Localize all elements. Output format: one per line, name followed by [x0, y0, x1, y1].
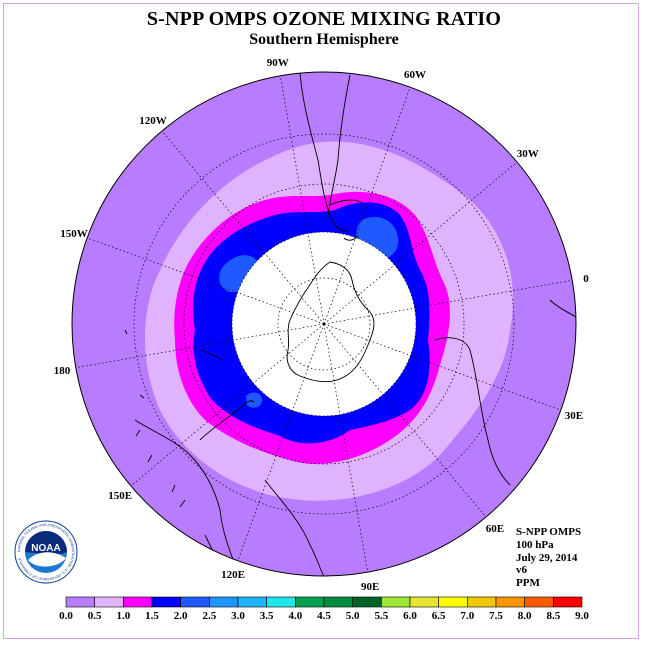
longitude-labels: 0 30E 60E 90E 120E 150E 180 150W 120W 90W 60W 30W [54, 57, 589, 593]
map-boundary [71, 71, 577, 577]
antarctica-outline [286, 261, 375, 383]
longitude-label: 90E [361, 581, 379, 593]
longitude-label: 60W [404, 69, 426, 81]
product-info: S-NPP OMPS 100 hPa July 29, 2014 v6 PPM [516, 526, 581, 590]
parallel-circle [133, 133, 515, 515]
band-2-2.5-c [246, 392, 262, 408]
longitude-label: 120W [139, 115, 167, 127]
noaa-logo: NOAA NATIONAL OCEANIC AND ATMOSPHERIC AD… [14, 520, 78, 589]
info-date: July 29, 2014 [516, 551, 578, 564]
parallel-circle [231, 231, 417, 417]
info-instrument: S-NPP OMPS [516, 526, 582, 538]
longitude-label: 120E [221, 569, 245, 581]
pole-marker [322, 322, 326, 326]
longitude-label: 150W [60, 228, 88, 240]
map-subtitle: Southern Hemisphere [249, 31, 399, 48]
map-title: S-NPP OMPS OZONE MIXING RATIO [146, 8, 502, 30]
longitude-label: 30W [517, 148, 539, 160]
graticule [75, 75, 573, 573]
longitude-label: 60E [486, 523, 504, 535]
longitude-label: 150E [108, 490, 132, 502]
parallel-circle [277, 277, 371, 371]
parallel-circle [183, 183, 465, 465]
info-level: 100 hPa [516, 538, 554, 551]
longitude-label: 30E [565, 410, 583, 422]
info-units: PPM [516, 577, 540, 590]
info-version: v6 [516, 564, 527, 577]
longitude-label: 0 [583, 273, 589, 285]
figure-frame [3, 3, 639, 639]
longitude-label: 180 [54, 365, 71, 377]
longitude-label: 90W [267, 57, 289, 69]
noaa-logo-text: NOAA [31, 543, 60, 554]
coastlines [124, 72, 576, 576]
